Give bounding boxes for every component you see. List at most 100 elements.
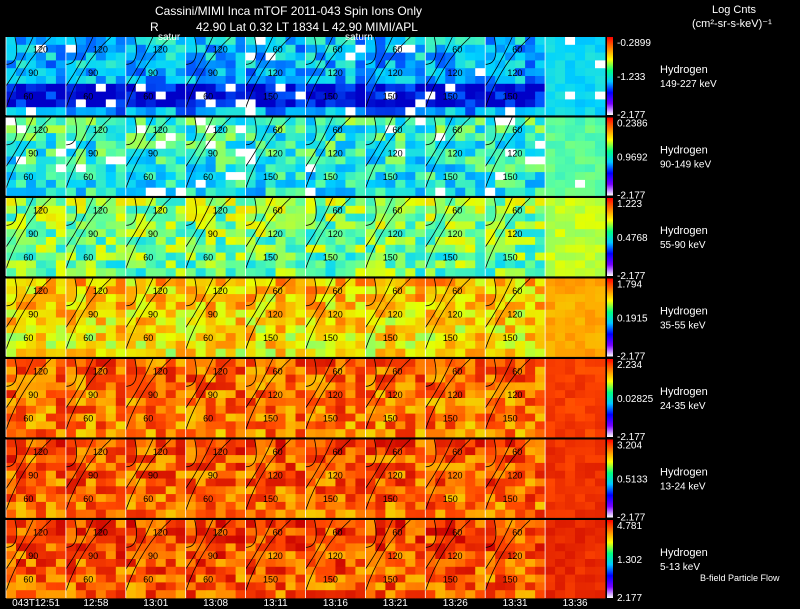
heat-cell xyxy=(465,244,476,253)
heat-cell xyxy=(555,179,566,189)
heat-cell xyxy=(245,413,256,422)
heat-cell xyxy=(45,366,57,375)
heat-cell xyxy=(505,527,516,536)
heat-cell xyxy=(455,520,466,529)
heat-cell xyxy=(85,543,97,552)
heat-cell xyxy=(485,348,496,357)
heat-cell xyxy=(575,535,586,544)
heat-cell xyxy=(405,478,416,487)
heat-cell xyxy=(65,501,77,511)
heat-cell xyxy=(75,37,87,46)
heat-cell xyxy=(405,366,416,375)
heat-cell xyxy=(515,390,526,399)
heat-cell xyxy=(95,366,107,375)
heat-cell xyxy=(95,429,107,438)
heat-cell xyxy=(555,447,566,456)
heat-cell xyxy=(135,205,147,214)
heat-cell xyxy=(35,133,47,142)
heat-cell xyxy=(355,494,366,503)
heat-cell xyxy=(335,486,346,495)
heat-cell xyxy=(325,325,336,334)
heat-cell xyxy=(395,429,406,438)
heat-cell xyxy=(485,405,496,414)
heat-cell xyxy=(415,317,426,326)
heat-cell xyxy=(565,470,576,479)
heat-cell xyxy=(585,527,596,536)
heat-cell xyxy=(105,447,117,456)
heat-cell xyxy=(55,348,67,357)
heat-cell xyxy=(335,44,346,53)
heat-cell xyxy=(375,44,386,53)
heat-cell xyxy=(235,501,246,511)
heat-cell xyxy=(575,520,586,529)
heat-cell xyxy=(45,447,57,456)
heat-cell xyxy=(355,582,366,591)
heat-cell xyxy=(145,559,157,568)
heat-cell xyxy=(335,221,346,230)
heat-cell xyxy=(205,478,217,487)
heat-cell xyxy=(575,268,586,277)
heat-cell xyxy=(525,125,536,134)
heat-cell xyxy=(435,198,446,207)
heat-cell xyxy=(445,179,456,189)
heat-cell xyxy=(325,390,336,399)
heat-cell xyxy=(575,133,586,142)
heat-cell xyxy=(45,398,57,407)
heat-cell xyxy=(225,172,237,181)
heat-cell xyxy=(225,68,237,77)
contour-label: 60 xyxy=(333,125,343,135)
heat-cell xyxy=(595,366,606,375)
heat-cell xyxy=(85,421,97,430)
heat-cell xyxy=(275,398,286,407)
heat-cell xyxy=(15,309,27,318)
heat-cell xyxy=(575,486,586,495)
heat-cell xyxy=(295,133,306,142)
heat-cell xyxy=(585,237,596,246)
heat-cell xyxy=(85,382,97,391)
heat-cell xyxy=(555,107,566,116)
heat-cell xyxy=(225,390,237,399)
heat-cell xyxy=(215,429,227,438)
contour-label: 120 xyxy=(448,551,463,561)
heat-cell xyxy=(105,44,117,53)
heat-cell xyxy=(575,325,586,334)
heat-cell xyxy=(15,340,27,350)
heat-cell xyxy=(475,148,486,157)
heat-cell xyxy=(15,260,27,269)
heat-cell xyxy=(45,340,57,350)
heat-cell xyxy=(245,179,256,189)
heat-cell xyxy=(565,52,576,61)
time-tick-label: 13:26 xyxy=(443,598,468,609)
pitch-angle-contour xyxy=(125,197,137,226)
heat-cell xyxy=(35,268,47,277)
heat-cell xyxy=(325,229,336,238)
heat-cell xyxy=(125,559,137,568)
heat-cell xyxy=(455,574,466,583)
contour-label: 90 xyxy=(208,229,218,239)
heat-cell xyxy=(65,382,77,391)
heat-cell xyxy=(35,294,47,303)
heat-cell xyxy=(405,229,416,238)
heat-cell xyxy=(405,455,416,464)
heat-cell xyxy=(175,148,187,157)
pitch-angle-contour xyxy=(424,36,453,87)
heat-cell xyxy=(405,348,416,357)
heat-cell xyxy=(265,221,276,230)
heat-cell xyxy=(365,470,376,479)
heat-cell xyxy=(125,494,137,503)
contour-label: 120 xyxy=(388,229,403,239)
heat-cell xyxy=(225,294,237,303)
heat-cell xyxy=(545,91,556,100)
heat-cell xyxy=(275,551,286,560)
heat-cell xyxy=(445,574,456,583)
heat-cell xyxy=(265,559,276,568)
heat-cell xyxy=(15,494,27,503)
heat-cell xyxy=(445,187,456,196)
heat-cell xyxy=(45,244,57,253)
heat-cell xyxy=(75,44,87,53)
heat-cell xyxy=(255,260,266,269)
heat-cell xyxy=(15,462,27,472)
contour-label: 120 xyxy=(153,45,168,55)
heat-cell xyxy=(435,527,446,536)
heat-cell xyxy=(515,494,526,503)
